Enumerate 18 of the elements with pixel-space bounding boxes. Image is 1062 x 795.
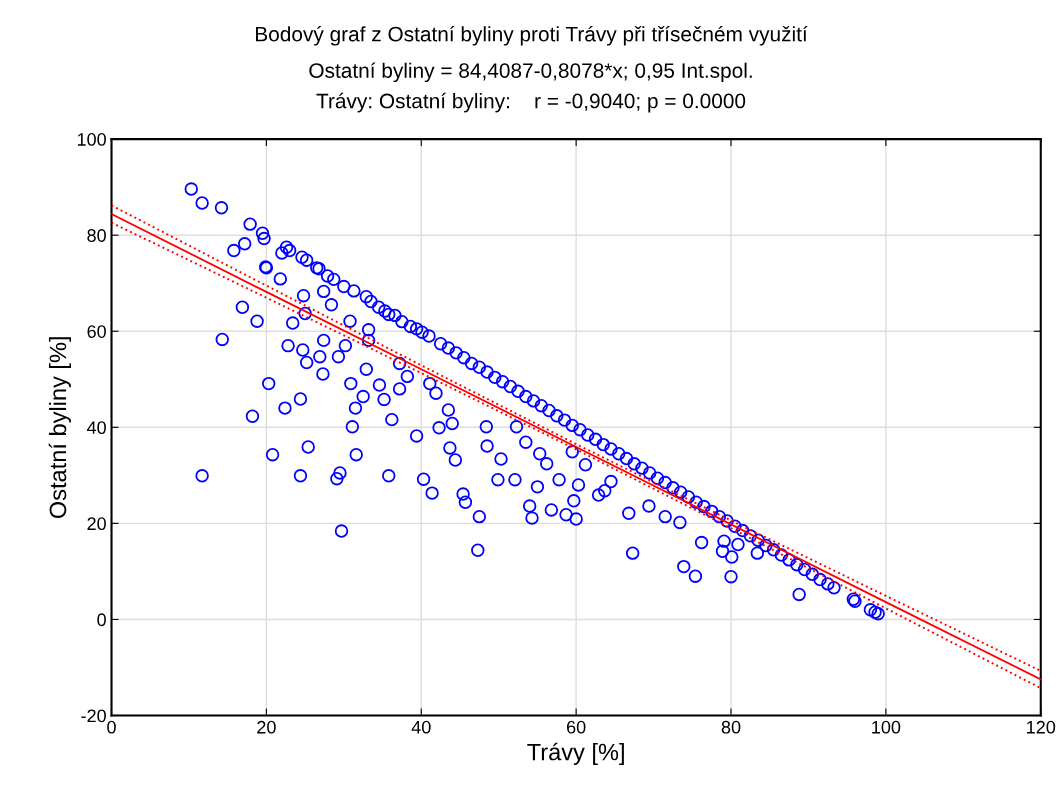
x-axis-title: Trávy [%] [527, 742, 624, 766]
x-tick-label: 120 [1027, 720, 1056, 734]
x-tick-label: 80 [721, 720, 741, 734]
x-tick-label: 40 [411, 720, 431, 734]
x-tick-label: 0 [107, 720, 116, 734]
y-tick-label: 20 [87, 517, 106, 531]
y-tick-label: -20 [81, 709, 106, 723]
x-tick-label: 60 [567, 720, 586, 734]
x-tick-label: 20 [257, 720, 276, 734]
y-tick-label: 0 [97, 613, 106, 627]
chart-subtitle: Ostatní byliny = 84,4087-0,8078*x; 0,95 Int.spol. Trávy: Ostatní byliny: r = -0,9040; p = 0.0000 [309, 62, 752, 113]
y-tick-label: 80 [87, 229, 106, 242]
y-tick-label: 40 [86, 421, 106, 435]
y-axis-title: Ostatní byliny [%] [48, 337, 71, 519]
chart-title: Bodový graf z Ostatní byliny proti Trávy při třísečném využití [256, 25, 808, 46]
y-tick-label: 60 [87, 325, 106, 338]
x-tick-label: 100 [872, 720, 901, 734]
y-tick-label: 100 [77, 133, 106, 146]
